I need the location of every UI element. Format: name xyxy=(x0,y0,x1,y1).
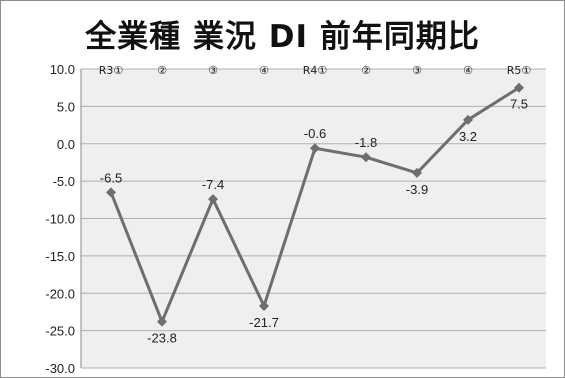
y-tick-label: -5.0 xyxy=(53,174,75,189)
data-label: -3.9 xyxy=(406,182,428,197)
x-axis: R3① ② ③ ④ R4① ② ③ ④ R5① xyxy=(99,64,532,77)
x-tick-label: ③ xyxy=(412,64,422,77)
x-tick-label: ④ xyxy=(259,64,269,77)
gridlines xyxy=(81,68,546,369)
x-tick-label: ③ xyxy=(208,64,218,77)
y-tick-label: 5.0 xyxy=(57,99,75,114)
data-point-marker xyxy=(463,114,473,125)
data-label: -0.6 xyxy=(304,126,326,141)
data-point-marker xyxy=(310,143,320,154)
y-tick-label: 10.0 xyxy=(50,62,75,77)
x-tick-label: R4① xyxy=(303,64,328,77)
data-point-marker xyxy=(514,82,524,93)
x-tick-label: ② xyxy=(361,64,371,77)
data-label: -23.8 xyxy=(147,331,177,346)
y-tick-label: -30.0 xyxy=(45,361,75,376)
data-label: -6.5 xyxy=(100,170,122,185)
x-tick-label: ④ xyxy=(463,64,473,77)
y-tick-label: -25.0 xyxy=(45,324,75,339)
y-tick-label: 0.0 xyxy=(57,137,75,152)
data-label: 7.5 xyxy=(510,97,528,112)
data-label: -7.4 xyxy=(202,177,224,192)
x-tick-label: R3① xyxy=(99,64,124,77)
series xyxy=(106,82,524,327)
chart-title: 全業種 業況 DI 前年同期比 xyxy=(85,19,480,55)
data-point-marker xyxy=(157,316,167,327)
data-labels: -6.5 -23.8 -7.4 -21.7 -0.6 -1.8 -3.9 3.2 7.5 xyxy=(100,97,528,346)
x-tick-label: R5① xyxy=(507,64,532,77)
data-point-marker xyxy=(412,167,422,178)
data-point-marker xyxy=(361,152,371,163)
y-tick-label: -15.0 xyxy=(45,249,75,264)
y-tick-label: -20.0 xyxy=(45,286,75,301)
y-tick-label: -10.0 xyxy=(45,212,75,227)
data-label: 3.2 xyxy=(459,129,477,144)
y-axis: 10.0 5.0 0.0 -5.0 -10.0 -15.0 -20.0 -25.0 -30.0 xyxy=(45,62,82,376)
data-label: -1.8 xyxy=(355,135,377,150)
data-point-marker xyxy=(259,300,269,311)
x-tick-label: ② xyxy=(157,64,167,77)
data-point-marker xyxy=(106,187,116,198)
data-point-marker xyxy=(208,194,218,205)
data-label: -21.7 xyxy=(249,315,279,330)
